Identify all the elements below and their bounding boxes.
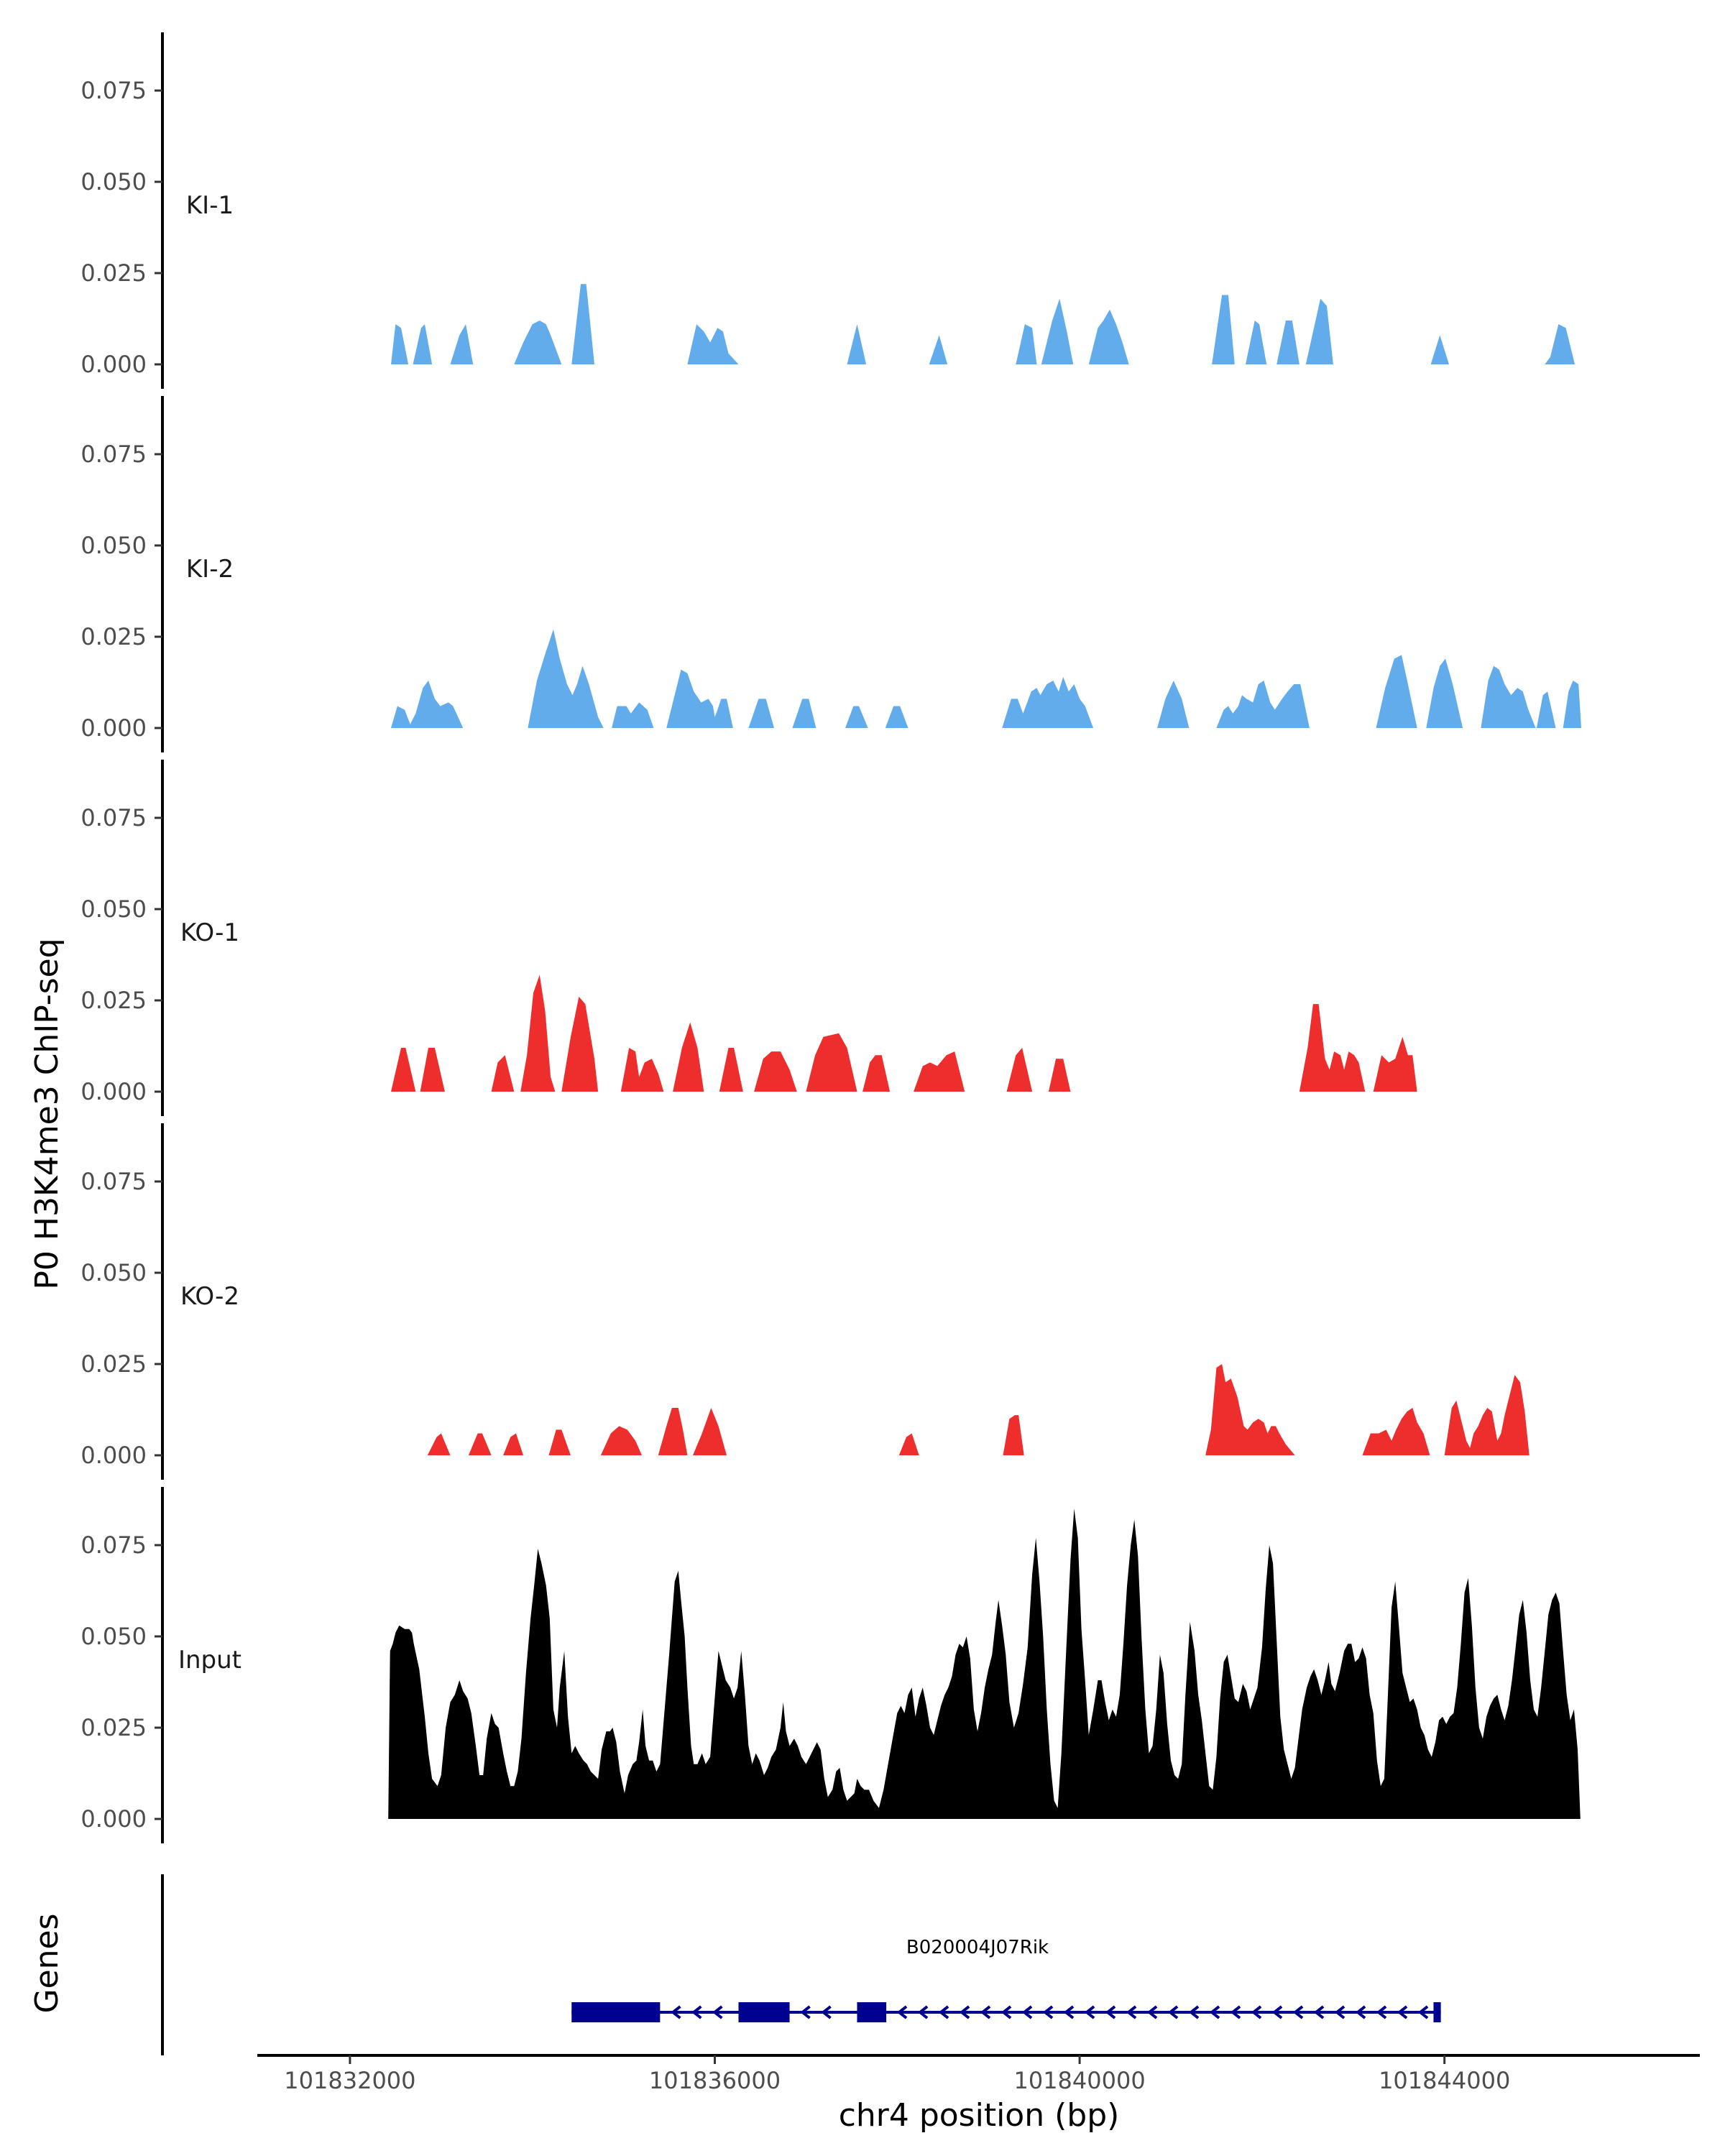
strand-arrow: [1355, 2005, 1366, 2019]
strand-arrow: [821, 2005, 832, 2019]
gene-name-label: B020004J07Rik: [906, 1937, 1049, 1958]
track-ko-2: 0.000 0.025 0.050 0.075 KO-2: [80, 1123, 1530, 1480]
strand-arrow: [1105, 2005, 1116, 2019]
y-tick-label: 0.025: [80, 259, 147, 287]
strand-arrow: [1334, 2005, 1346, 2019]
strand-arrow: [980, 2005, 991, 2019]
strand-arrow: [1188, 2005, 1200, 2019]
strand-arrow: [896, 2005, 908, 2019]
signal-area-ko-1: [391, 975, 1417, 1092]
gene-track-title: Genes: [29, 1913, 65, 2013]
y-tick-label: 0.050: [80, 895, 147, 923]
strand-arrow: [1292, 2005, 1304, 2019]
x-tick-label: 101844000: [1379, 2067, 1510, 2094]
y-tick-label: 0.075: [80, 1531, 147, 1559]
y-tick-label: 0.025: [80, 623, 147, 650]
x-axis-title: chr4 position (bp): [839, 2097, 1120, 2134]
strand-arrow: [1271, 2005, 1283, 2019]
strand-arrow: [1230, 2005, 1241, 2019]
strand-arrow: [1376, 2005, 1387, 2019]
y-tick-label: 0.000: [80, 351, 147, 378]
gene-exon: [857, 2002, 887, 2022]
gene-exon: [1433, 2002, 1441, 2022]
track-ki-2: 0.000 0.025 0.050 0.075 KI-2: [80, 396, 1581, 752]
x-tick-label: 101840000: [1013, 2067, 1145, 2094]
strand-arrow: [1209, 2005, 1220, 2019]
strand-arrow: [1000, 2005, 1012, 2019]
strand-arrow: [800, 2005, 811, 2019]
strand-arrow: [1251, 2005, 1262, 2019]
signal-area-ki-2: [391, 629, 1581, 728]
strand-arrow: [1417, 2005, 1429, 2019]
y-tick-label: 0.025: [80, 1714, 147, 1741]
track-ko-1: 0.000 0.025 0.050 0.075 KO-1: [80, 760, 1417, 1116]
track-label: KO-1: [180, 918, 239, 947]
strand-arrow: [1146, 2005, 1158, 2019]
track-input: 0.000 0.025 0.050 0.075 Input: [80, 1487, 1581, 1843]
y-axis-title: P0 H3K4me3 ChIP-seq: [29, 938, 65, 1289]
track-label: KI-1: [186, 191, 234, 220]
y-tick-label: 0.025: [80, 1350, 147, 1378]
strand-arrow: [917, 2005, 929, 2019]
gene-exon: [738, 2002, 790, 2022]
strand-arrow: [691, 2005, 702, 2019]
strand-arrow: [1084, 2005, 1095, 2019]
track-ki-1: 0.000 0.025 0.050 0.075 KI-1: [80, 32, 1576, 389]
signal-tracks: 0.0000.0250.0500.075KI-10.0000.0250.0500…: [80, 32, 1581, 1843]
y-tick-label: 0.075: [80, 804, 147, 831]
strand-arrow: [938, 2005, 949, 2019]
y-tick-label: 0.050: [80, 168, 147, 195]
strand-arrow: [671, 2005, 681, 2019]
signal-area-input: [388, 1508, 1581, 1819]
strand-arrow: [1397, 2005, 1408, 2019]
track-label: Input: [178, 1646, 242, 1674]
y-tick-label: 0.050: [80, 1623, 147, 1650]
gene-track: B020004J07Rik: [161, 1874, 1441, 2055]
signal-area-ko-2: [427, 1364, 1530, 1455]
y-tick-label: 0.000: [80, 1442, 147, 1469]
signal-area-ki-1: [391, 284, 1576, 364]
strand-arrow: [1167, 2005, 1179, 2019]
strand-arrow: [1021, 2005, 1033, 2019]
track-label: KI-2: [186, 555, 234, 584]
strand-arrow: [1126, 2005, 1137, 2019]
strand-arrow: [959, 2005, 970, 2019]
y-tick-label: 0.075: [80, 441, 147, 468]
x-axis: 101832000 101836000 101840000 101844000: [257, 2054, 1700, 2094]
y-tick-label: 0.075: [80, 77, 147, 104]
strand-arrow: [1063, 2005, 1075, 2019]
x-tick-label: 101836000: [649, 2067, 781, 2094]
x-tick-label: 101832000: [284, 2067, 415, 2094]
y-tick-label: 0.000: [80, 714, 147, 742]
gene-exon: [571, 2002, 661, 2022]
strand-arrow: [1042, 2005, 1054, 2019]
track-label: KO-2: [180, 1282, 239, 1311]
y-tick-label: 0.025: [80, 987, 147, 1014]
strand-arrow: [1313, 2005, 1325, 2019]
strand-arrow: [712, 2005, 723, 2019]
y-tick-label: 0.000: [80, 1078, 147, 1105]
y-tick-label: 0.050: [80, 532, 147, 559]
y-tick-label: 0.075: [80, 1168, 147, 1195]
y-tick-label: 0.050: [80, 1259, 147, 1286]
y-tick-label: 0.000: [80, 1805, 147, 1833]
